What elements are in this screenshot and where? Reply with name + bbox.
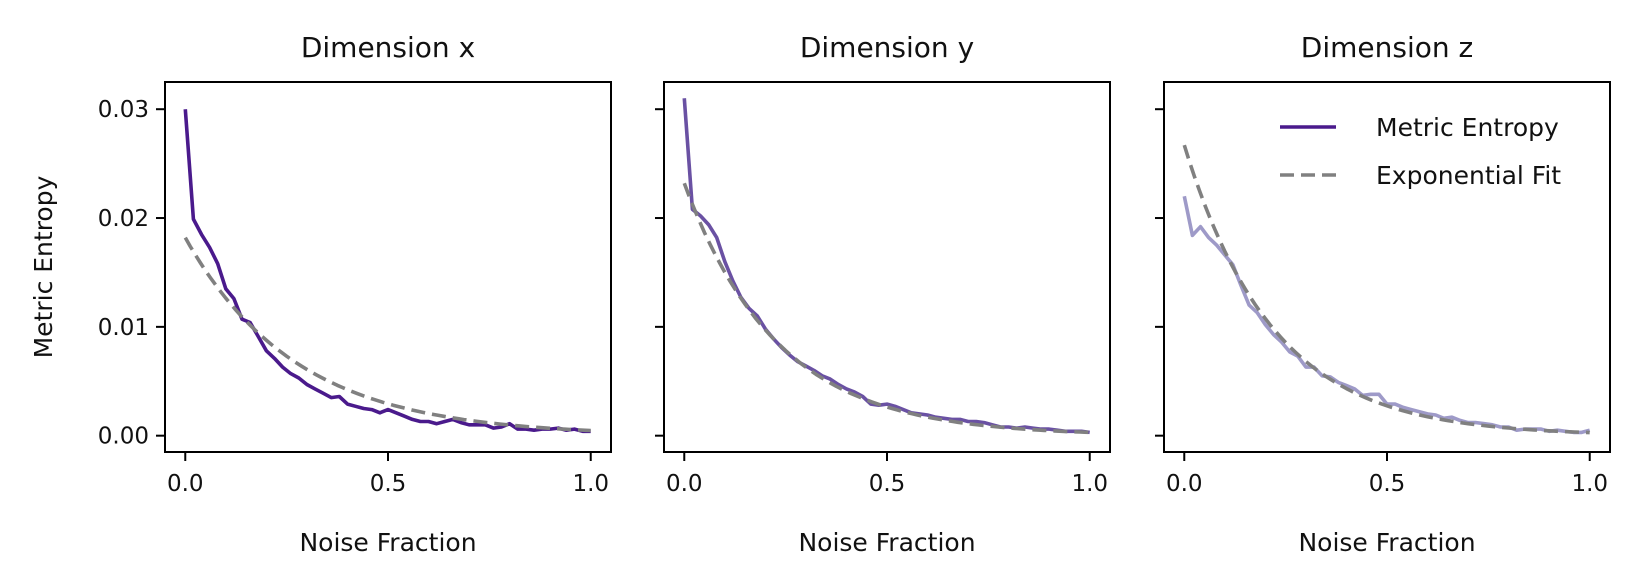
panel-title: Dimension x bbox=[301, 31, 475, 64]
y-axis-label: Metric Entropy bbox=[29, 175, 58, 358]
x-tick-label: 0.5 bbox=[869, 471, 906, 497]
axes-frame bbox=[164, 81, 612, 453]
x-tick-label: 0.5 bbox=[370, 471, 407, 497]
y-tick-label: 0.01 bbox=[98, 315, 149, 341]
entropy-line bbox=[1182, 195, 1591, 435]
x-axis-label: Noise Fraction bbox=[798, 528, 975, 557]
legend: Metric Entropy Exponential Fit bbox=[1280, 113, 1561, 190]
panel-title: Dimension z bbox=[1301, 31, 1473, 64]
x-tick-label: 1.0 bbox=[1071, 471, 1108, 497]
panel-title: Dimension y bbox=[800, 31, 974, 64]
x-tick-label: 0.0 bbox=[666, 471, 703, 497]
y-tick-label: 0.02 bbox=[98, 206, 149, 232]
panel-2: Dimension y 0.0 0.5 1.0 Noise Fraction bbox=[655, 31, 1111, 557]
y-tick-label: 0.00 bbox=[98, 424, 149, 450]
fit-line bbox=[1182, 144, 1590, 435]
axes-frame bbox=[663, 81, 1111, 453]
entropy-line bbox=[183, 109, 591, 434]
x-axis-label: Noise Fraction bbox=[299, 528, 476, 557]
x-tick-label: 0.0 bbox=[167, 471, 204, 497]
entropy-line bbox=[682, 98, 1090, 435]
x-tick-label: 0.5 bbox=[1369, 471, 1406, 497]
y-tick-label: 0.03 bbox=[98, 97, 149, 123]
fit-line bbox=[183, 236, 591, 433]
panel-3: Dimension z 0.0 0.5 1.0 Noise Fraction Metric… bbox=[1155, 31, 1611, 557]
x-tick-label: 0.0 bbox=[1166, 471, 1203, 497]
x-axis-label: Noise Fraction bbox=[1298, 528, 1475, 557]
legend-label: Exponential Fit bbox=[1376, 161, 1561, 190]
fit-line bbox=[682, 182, 1090, 435]
legend-label: Metric Entropy bbox=[1376, 113, 1559, 142]
x-tick-label: 1.0 bbox=[1571, 471, 1608, 497]
x-tick-label: 1.0 bbox=[572, 471, 609, 497]
panel-1: Dimension x 0.0 0.5 1.0 0.00 0.01 0.02 0.03 Nois… bbox=[29, 31, 612, 557]
